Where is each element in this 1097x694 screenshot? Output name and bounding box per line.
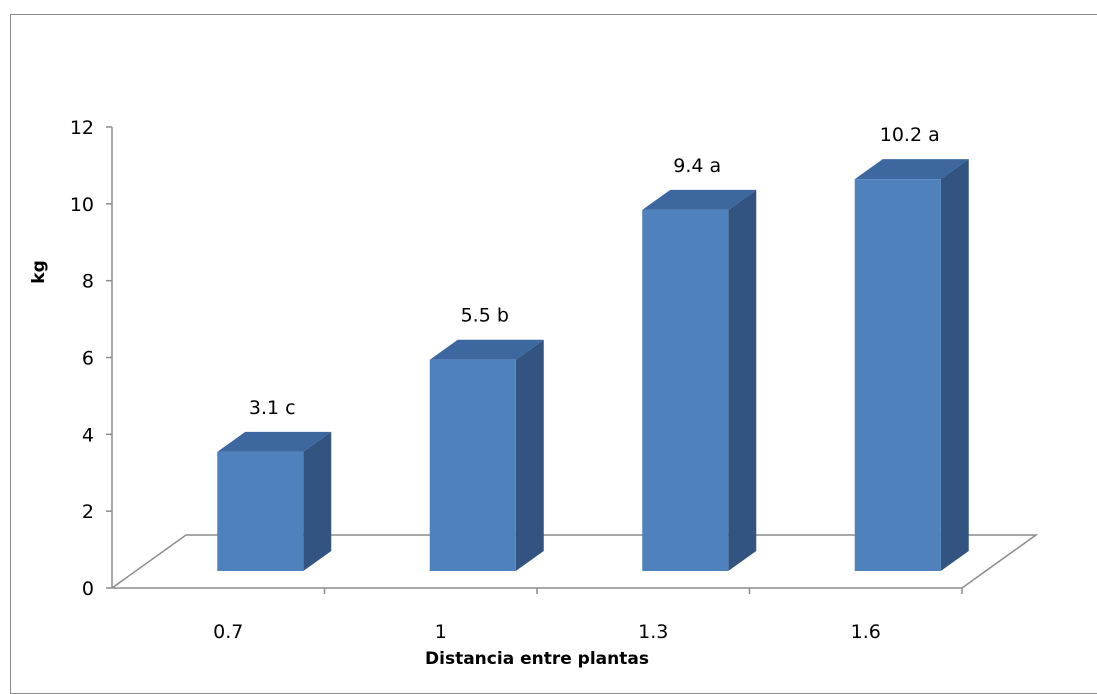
y-tick-label: 8: [82, 271, 94, 293]
bar: [854, 159, 969, 571]
bar-top-face: [429, 339, 544, 360]
y-tick-label: 4: [82, 424, 94, 446]
bar: [429, 339, 544, 571]
x-tick-label: 1.6: [851, 621, 881, 643]
bars: [217, 159, 969, 571]
bar-chart: 0 2 4 6 8 10 12 3.1 c 0.7 5.5 b 1 9.4 a 1.3 10.2 a 1.…: [29, 117, 1039, 668]
x-tick-label: 1.3: [638, 621, 668, 643]
bar-front-face: [642, 209, 729, 571]
y-tick-label: 6: [82, 348, 94, 370]
y-tick-label: 2: [82, 501, 94, 523]
axes: 0 2 4 6 8 10 12: [70, 117, 963, 600]
data-label: 3.1 c: [249, 397, 296, 419]
bar-side-face: [515, 339, 544, 571]
x-axis-title: Distancia entre plantas: [425, 649, 649, 668]
bar-front-face: [217, 451, 304, 571]
bar-top-face: [217, 431, 332, 452]
bar-top-face: [854, 159, 969, 180]
chart-floor: [111, 534, 1039, 589]
bar: [642, 189, 757, 571]
y-tick-label: 10: [70, 194, 94, 216]
bar-front-face: [429, 359, 516, 571]
labels: 3.1 c 0.7 5.5 b 1 9.4 a 1.3 10.2 a 1.6: [213, 124, 940, 643]
data-label: 9.4 a: [673, 155, 721, 177]
bar: [217, 431, 332, 571]
data-label: 10.2 a: [880, 124, 940, 146]
bar-top-face: [642, 189, 757, 210]
x-tick-label: 1: [435, 621, 447, 643]
bar-side-face: [728, 189, 757, 571]
bar-front-face: [854, 179, 941, 571]
x-tick-label: 0.7: [213, 621, 243, 643]
y-axis-title: kg: [29, 260, 49, 283]
bar-side-face: [940, 159, 969, 571]
data-label: 5.5 b: [461, 305, 509, 327]
bar-side-face: [303, 431, 332, 571]
y-tick-label: 12: [70, 117, 94, 139]
y-tick-label: 0: [82, 578, 94, 600]
floor-outline: [111, 534, 1039, 589]
